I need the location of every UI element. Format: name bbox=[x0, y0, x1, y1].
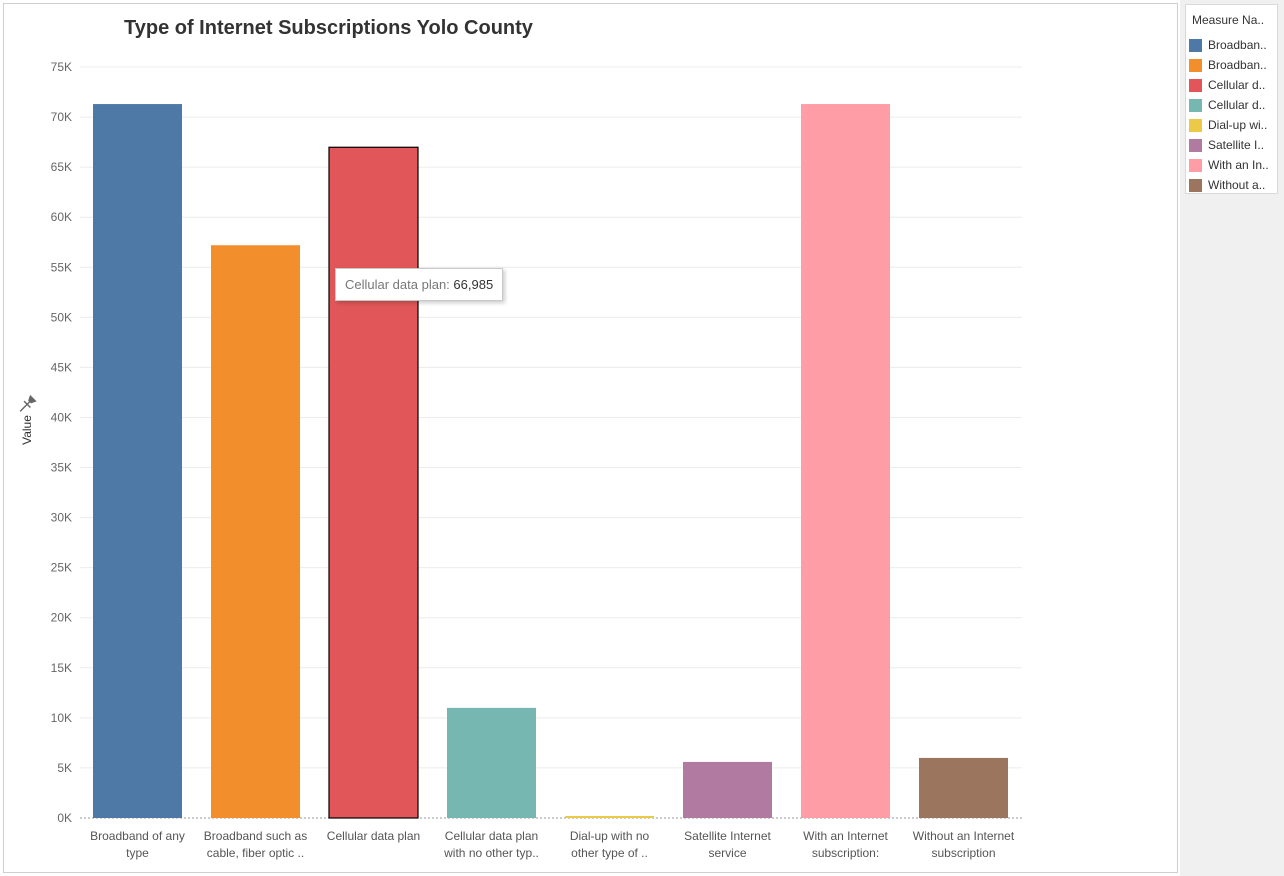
legend-swatch bbox=[1189, 39, 1202, 52]
y-tick-label: 70K bbox=[51, 110, 72, 124]
legend-item[interactable]: Broadban.. bbox=[1189, 57, 1275, 73]
legend-item[interactable]: Cellular d.. bbox=[1189, 97, 1275, 113]
y-tick-label: 25K bbox=[51, 561, 72, 575]
y-tick-label: 5K bbox=[57, 761, 72, 775]
x-category-label: type bbox=[126, 846, 149, 860]
x-category-label: service bbox=[708, 846, 746, 860]
x-category-label: With an Internet bbox=[803, 829, 888, 843]
y-tick-label: 0K bbox=[57, 811, 72, 825]
bar bbox=[683, 761, 772, 818]
x-category-label: Dial-up with no bbox=[570, 829, 650, 843]
y-tick-label: 50K bbox=[51, 310, 72, 324]
bar bbox=[919, 757, 1008, 818]
y-tick-label: 55K bbox=[51, 260, 72, 274]
x-category-label: subscription: bbox=[812, 846, 879, 860]
legend-item[interactable]: Without a.. bbox=[1189, 177, 1275, 193]
legend-label: Without a.. bbox=[1208, 178, 1266, 192]
legend-item[interactable]: Broadban.. bbox=[1189, 37, 1275, 53]
x-category-label: Cellular data plan bbox=[445, 829, 538, 843]
legend-label: Broadban.. bbox=[1208, 58, 1267, 72]
y-tick-label: 15K bbox=[51, 661, 72, 675]
x-category-label: Cellular data plan bbox=[327, 829, 420, 843]
legend-item[interactable]: Dial-up wi.. bbox=[1189, 117, 1275, 133]
bar-chart: 0K 5K 10K 15K 20K 25K 30K 35K 40K 45K 50K 55K 60K 65K… bbox=[19, 60, 1022, 860]
legend-label: Cellular d.. bbox=[1208, 78, 1266, 92]
legend-label: Satellite I.. bbox=[1208, 138, 1265, 152]
y-tick-label: 40K bbox=[51, 410, 72, 424]
chart-title: Type of Internet Subscriptions Yolo Coun… bbox=[124, 17, 533, 39]
bar-tooltip: Cellular data plan: 66,985 bbox=[335, 268, 504, 301]
legend-swatch bbox=[1189, 119, 1202, 132]
legend: Measure Na.. Broadban.. Broadban.. Cellula… bbox=[1185, 4, 1278, 194]
pin-icon bbox=[19, 394, 37, 412]
bar bbox=[328, 146, 419, 819]
x-category-label: Broadband such as bbox=[204, 829, 307, 843]
y-tick-label: 75K bbox=[51, 60, 72, 74]
legend-title[interactable]: Measure Na.. bbox=[1192, 13, 1265, 27]
legend-label: Broadban.. bbox=[1208, 38, 1267, 52]
x-category-label: Broadband of any bbox=[90, 829, 185, 843]
legend-item[interactable]: Satellite I.. bbox=[1189, 137, 1275, 153]
legend-swatch bbox=[1189, 139, 1202, 152]
y-tick-label: 30K bbox=[51, 511, 72, 525]
y-tick-label: 65K bbox=[51, 160, 72, 174]
legend-item[interactable]: Cellular d.. bbox=[1189, 77, 1275, 93]
legend-swatch bbox=[1189, 159, 1202, 172]
legend-label: With an In.. bbox=[1208, 158, 1269, 172]
legend-label: Dial-up wi.. bbox=[1208, 118, 1268, 132]
legend-item[interactable]: With an In.. bbox=[1189, 157, 1275, 173]
legend-swatch bbox=[1189, 179, 1202, 192]
y-tick-label: 10K bbox=[51, 711, 72, 725]
x-category-label: with no other typ.. bbox=[443, 846, 539, 860]
chart-frame bbox=[3, 3, 1178, 873]
tooltip-label: Cellular data plan: bbox=[345, 277, 450, 292]
bar bbox=[565, 816, 654, 818]
legend-label: Cellular d.. bbox=[1208, 98, 1266, 112]
bar bbox=[447, 707, 536, 818]
bar bbox=[801, 104, 890, 819]
y-tick-label: 60K bbox=[51, 210, 72, 224]
legend-swatch bbox=[1189, 59, 1202, 72]
x-category-label: other type of .. bbox=[571, 846, 648, 860]
y-tick-label: 20K bbox=[51, 611, 72, 625]
y-tick-label: 45K bbox=[51, 360, 72, 374]
legend-swatch bbox=[1189, 99, 1202, 112]
x-category-label: Satellite Internet bbox=[684, 829, 771, 843]
bar bbox=[211, 245, 300, 819]
x-category-label: Without an Internet bbox=[913, 829, 1015, 843]
tooltip-value: 66,985 bbox=[453, 277, 494, 292]
x-category-label: cable, fiber optic .. bbox=[207, 846, 304, 860]
legend-swatch bbox=[1189, 79, 1202, 92]
y-tick-label: 35K bbox=[51, 461, 72, 475]
bar bbox=[93, 104, 182, 819]
x-category-label: subscription bbox=[931, 846, 995, 860]
y-axis-label: Value bbox=[20, 415, 34, 445]
